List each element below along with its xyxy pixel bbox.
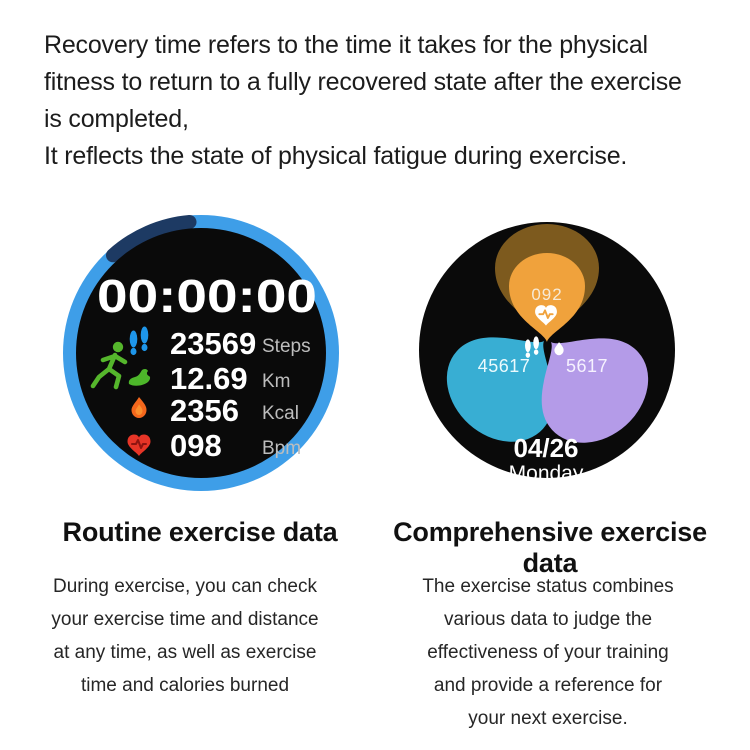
comprehensive-description: The exercise status combines various dat… <box>422 576 674 729</box>
steps-value: 45617 <box>478 356 531 376</box>
day-text: Monday <box>509 462 584 480</box>
routine-watch: 00:00:00 23569 Steps 12.69 Km 2356 Kcal <box>63 215 339 491</box>
bezel-accent-arc <box>106 215 197 263</box>
calories-petal <box>541 338 649 443</box>
footprints-icon <box>525 336 539 358</box>
calories-value: 5617 <box>566 356 608 376</box>
date-text: 04/26 <box>513 433 578 463</box>
metric-unit: Steps <box>262 336 311 357</box>
comprehensive-heading: Comprehensive exercise data <box>393 517 707 578</box>
flame-icon <box>554 342 564 356</box>
flame-icon <box>131 397 147 418</box>
metric-value: 12.69 <box>170 361 248 396</box>
heart-pulse-icon <box>535 305 557 326</box>
routine-description: During exercise, you can check your exer… <box>51 576 319 696</box>
metric-value: 2356 <box>170 393 239 428</box>
metric-unit: Kcal <box>262 403 299 424</box>
heart-icon <box>127 434 151 456</box>
time-display: 00:00:00 <box>97 270 317 322</box>
steps-petal <box>446 337 554 442</box>
metric-unit: Km <box>262 371 291 392</box>
hr-petal <box>509 253 585 342</box>
hr-value: 092 <box>531 285 562 304</box>
metric-value: 23569 <box>170 326 256 361</box>
metric-unit: Bpm <box>262 438 301 459</box>
routine-heading: Routine exercise data <box>62 517 338 547</box>
metric-value: 098 <box>170 428 222 463</box>
footprints-icon <box>129 326 149 356</box>
intro-text: Recovery time refers to the time it take… <box>44 31 682 170</box>
runner-icon <box>90 341 128 390</box>
shoe-icon <box>128 368 151 386</box>
comprehensive-watch: 092 45617 5617 04/26 Monday <box>419 222 675 480</box>
